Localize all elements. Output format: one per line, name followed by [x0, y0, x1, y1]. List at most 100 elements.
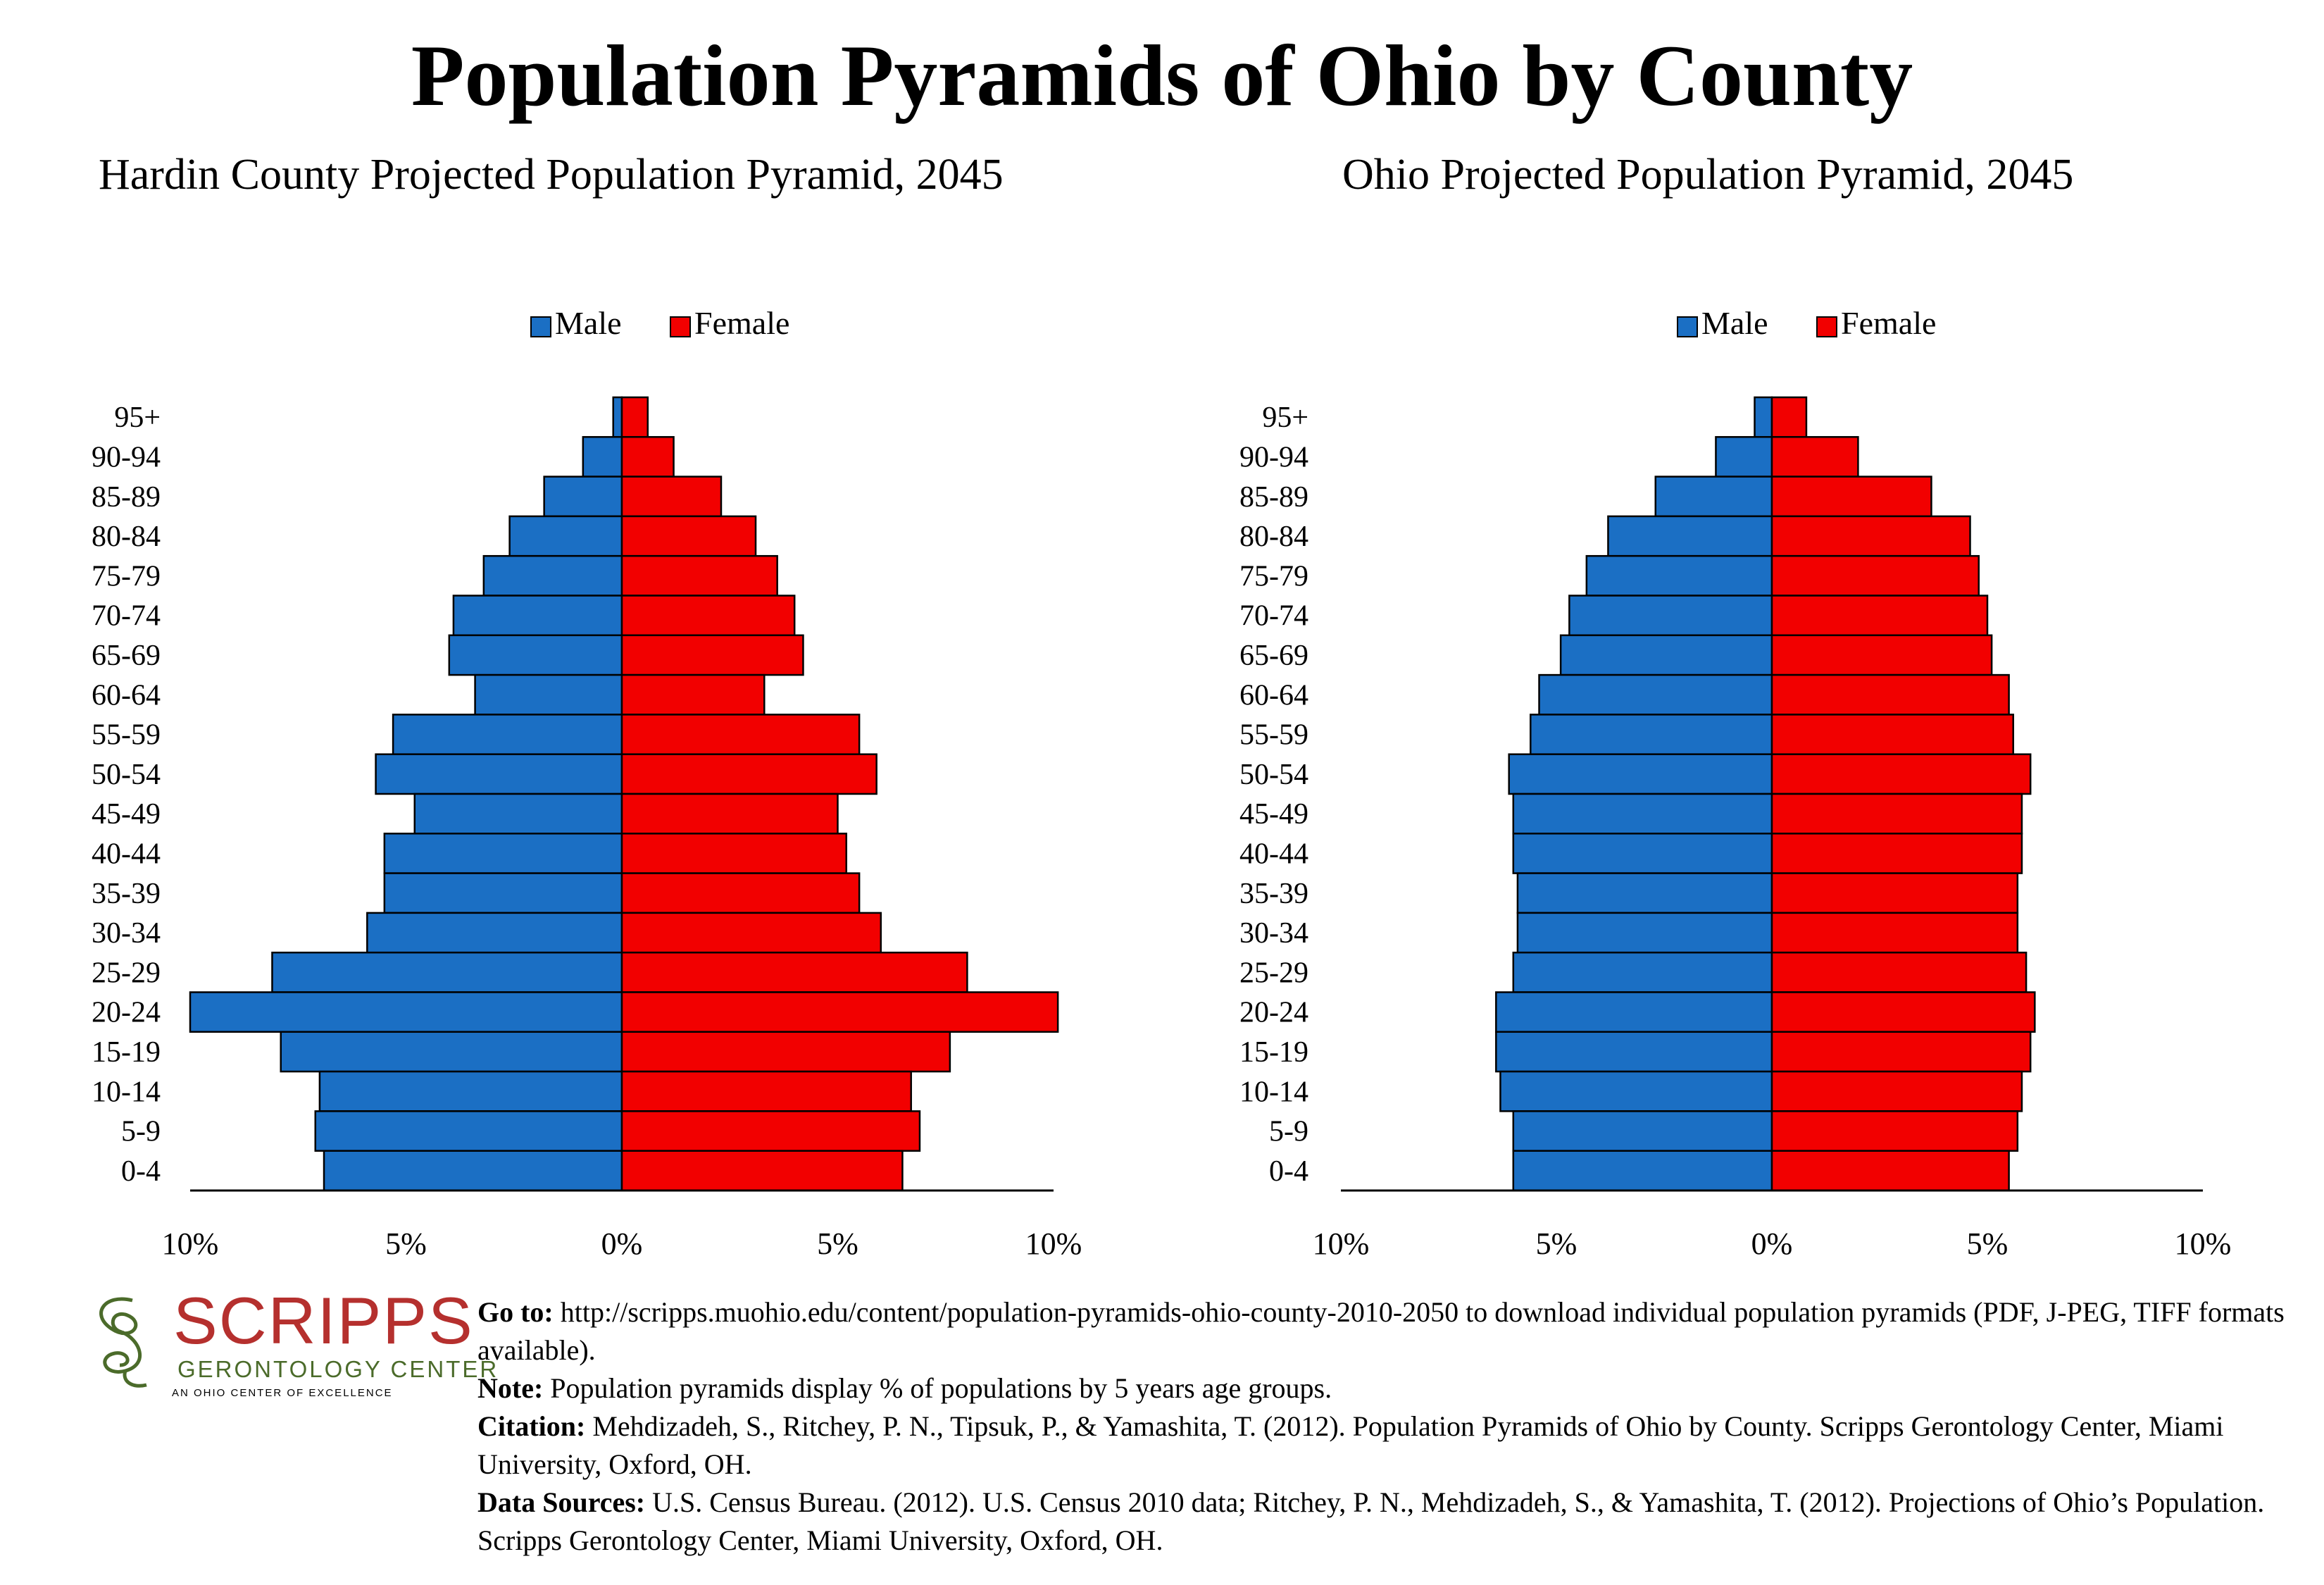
bar-male-85-89 — [1654, 476, 1773, 518]
bar-male-60-64 — [1538, 673, 1773, 716]
bar-male-20-24 — [189, 991, 623, 1033]
bar-female-40-44 — [620, 833, 848, 874]
bar-female-70-74 — [1770, 595, 1989, 637]
category-label: 40-44 — [92, 838, 161, 870]
category-label: 85-89 — [1239, 481, 1308, 514]
note-goto: Go to: http://scripps.muohio.edu/content… — [477, 1296, 2285, 1366]
bar-female-15-19 — [620, 1031, 951, 1073]
category-label: 10-14 — [92, 1076, 161, 1108]
category-label: 25-29 — [1239, 957, 1308, 989]
bar-female-75-79 — [620, 554, 778, 597]
bar-male-0-4 — [323, 1150, 623, 1192]
legend-swatch-male — [1677, 316, 1698, 337]
category-label: 75-79 — [1239, 560, 1308, 592]
bar-female-20-24 — [1770, 991, 2036, 1033]
bar-female-0-4 — [1770, 1150, 2010, 1192]
legend-label-female: Female — [1841, 305, 1936, 341]
scripps-swirl-icon — [99, 1297, 147, 1388]
category-label: 20-24 — [1239, 997, 1308, 1029]
bar-male-70-74 — [1568, 595, 1773, 637]
legend-label-male: Male — [555, 305, 622, 341]
legend: Male Female — [1677, 305, 1936, 341]
bar-male-90-94 — [582, 436, 623, 478]
legend-swatch-female — [670, 316, 691, 337]
category-label: 70-74 — [1239, 600, 1308, 633]
category-label: 85-89 — [92, 481, 161, 514]
category-label: 65-69 — [1239, 640, 1308, 672]
source-notes: Go to: http://scripps.muohio.edu/content… — [477, 1293, 2309, 1560]
chart-title-ohio: Ohio Projected Population Pyramid, 2045 — [1342, 151, 2074, 199]
bar-female-30-34 — [1770, 912, 2019, 954]
category-label: 20-24 — [92, 997, 161, 1029]
category-label: 45-49 — [1239, 798, 1308, 831]
category-label: 65-69 — [92, 640, 161, 672]
x-tick-label: 5% — [385, 1226, 427, 1261]
bar-female-95+ — [620, 396, 649, 438]
x-tick-label: 5% — [1536, 1226, 1578, 1261]
category-label: 25-29 — [92, 957, 161, 989]
bar-male-75-79 — [1585, 554, 1773, 597]
main-title: Population Pyramids of Ohio by County — [411, 27, 1913, 124]
bar-male-5-9 — [314, 1110, 623, 1152]
x-tick-label: 10% — [2175, 1226, 2232, 1261]
bar-male-35-39 — [383, 872, 623, 914]
legend-swatch-male — [530, 316, 551, 337]
bar-male-95+ — [1754, 396, 1773, 438]
category-label: 5-9 — [1269, 1116, 1308, 1148]
category-label: 80-84 — [1239, 521, 1308, 553]
bar-female-60-64 — [620, 673, 766, 716]
category-label: 80-84 — [92, 521, 161, 553]
bar-female-15-19 — [1770, 1031, 2032, 1073]
category-label: 70-74 — [92, 600, 161, 633]
note-citation: Citation: Mehdizadeh, S., Ritchey, P. N.… — [477, 1410, 2224, 1480]
bar-male-55-59 — [1530, 714, 1773, 755]
category-label: 50-54 — [92, 759, 161, 791]
x-tick-label: 10% — [1025, 1226, 1082, 1261]
category-label: 40-44 — [1239, 838, 1308, 870]
logo-subtitle: GERONTOLOGY CENTER — [177, 1356, 499, 1382]
category-label: 30-34 — [92, 917, 161, 950]
bar-female-85-89 — [620, 476, 723, 518]
bar-female-50-54 — [620, 753, 877, 795]
legend-swatch-female — [1816, 316, 1837, 337]
bar-female-65-69 — [1770, 634, 1993, 676]
bar-male-45-49 — [1512, 792, 1773, 835]
category-label: 35-39 — [1239, 878, 1308, 910]
category-label: 95+ — [114, 402, 161, 434]
logo-wordmark: SCRIPPS — [173, 1283, 474, 1357]
x-tick-label: 5% — [1967, 1226, 2008, 1261]
bar-male-35-39 — [1516, 872, 1773, 914]
bar-male-90-94 — [1715, 436, 1773, 478]
bar-male-10-14 — [318, 1070, 623, 1112]
category-label: 75-79 — [92, 560, 161, 592]
bar-female-75-79 — [1770, 554, 1980, 597]
bar-male-30-34 — [1516, 912, 1773, 954]
category-label: 0-4 — [121, 1155, 161, 1188]
legend: Male Female — [530, 305, 789, 341]
category-label: 35-39 — [92, 878, 161, 910]
bar-female-90-94 — [1770, 436, 1859, 478]
category-label: 60-64 — [92, 679, 161, 711]
category-label: 50-54 — [1239, 759, 1308, 791]
bar-female-10-14 — [620, 1070, 912, 1112]
legend-label-male: Male — [1701, 305, 1768, 341]
bar-male-40-44 — [1512, 833, 1773, 874]
category-label: 0-4 — [1269, 1155, 1308, 1188]
note-note: Note: Population pyramids display % of p… — [477, 1372, 1332, 1404]
bar-male-80-84 — [1607, 515, 1773, 557]
category-label: 5-9 — [121, 1116, 161, 1148]
bar-female-0-4 — [620, 1150, 904, 1192]
bar-female-60-64 — [1770, 673, 2010, 716]
bar-female-45-49 — [1770, 792, 2023, 835]
bar-female-30-34 — [620, 912, 882, 954]
category-label: 15-19 — [92, 1036, 161, 1069]
bar-female-95+ — [1770, 396, 1808, 438]
bar-female-45-49 — [620, 792, 839, 835]
x-tick-label: 10% — [162, 1226, 219, 1261]
x-tick-label: 5% — [817, 1226, 858, 1261]
bar-female-85-89 — [1770, 476, 1932, 518]
scripps-logo: SCRIPPS GERONTOLOGY CENTER AN OHIO CENTE… — [83, 1282, 496, 1416]
bar-male-40-44 — [383, 833, 623, 874]
bar-female-5-9 — [1770, 1110, 2019, 1152]
